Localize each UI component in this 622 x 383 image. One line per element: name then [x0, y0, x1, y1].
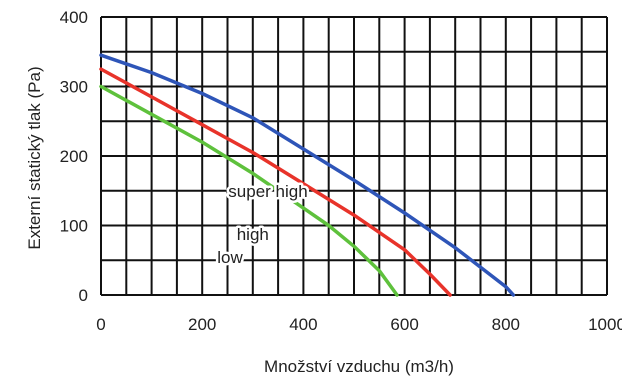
chart-grid	[100, 16, 608, 296]
x-tick-label: 200	[188, 315, 216, 334]
x-tick-label: 0	[96, 315, 105, 334]
x-axis-title: Množství vzduchu (m3/h)	[264, 357, 454, 376]
series-line-super-high	[99, 53, 516, 297]
x-tick-label: 800	[492, 315, 520, 334]
series-label-low: low	[217, 248, 243, 267]
chart-series	[99, 53, 516, 297]
y-tick-label: 400	[60, 8, 88, 27]
x-tick-label: 600	[390, 315, 418, 334]
series-line-low	[99, 84, 399, 297]
chart-series-labels: super high high low	[215, 179, 310, 269]
series-label-high: high	[237, 225, 269, 244]
y-tick-label: 300	[60, 78, 88, 97]
y-tick-label: 0	[79, 286, 88, 305]
series-label-super-high: super high	[228, 182, 307, 201]
y-tick-label: 200	[60, 147, 88, 166]
x-tick-label: 1000	[588, 315, 622, 334]
y-tick-label: 100	[60, 217, 88, 236]
series-line-high	[99, 67, 452, 297]
y-axis-title: Externí statický tlak (Pa)	[25, 66, 44, 249]
x-tick-label: 400	[289, 315, 317, 334]
chart-tick-labels: 0 200 400 600 800 1000 0 100 200 300 400	[60, 8, 622, 334]
